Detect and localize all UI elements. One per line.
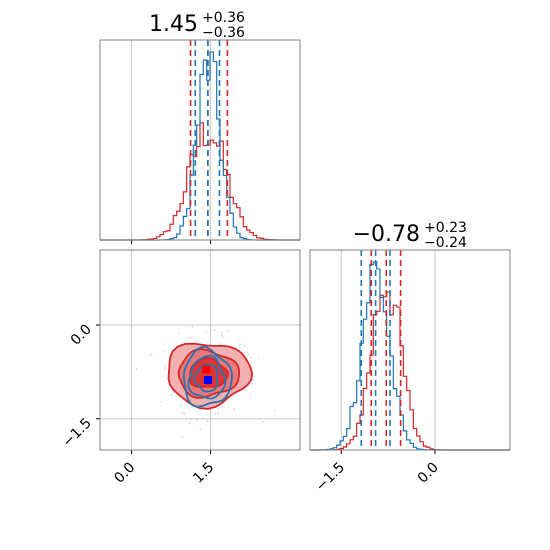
sample-point (248, 353, 250, 356)
sample-point (191, 326, 194, 328)
sample-point (222, 336, 225, 339)
title-param1: 1.45 (149, 12, 198, 37)
histogram-param1 (99, 39, 301, 244)
sample-point (252, 379, 255, 381)
title-param2-minus: −0.24 (424, 235, 467, 251)
joint-panel: 0.0 1.5 −1.5 0.0 (59, 249, 301, 487)
title-param1-plus: +0.36 (202, 10, 245, 26)
sample-point (188, 422, 191, 424)
blue-marker (203, 376, 212, 384)
hist-red-series (100, 122, 300, 241)
red-marker (202, 365, 211, 374)
sample-point (208, 343, 211, 346)
sample-point (172, 391, 175, 393)
title-param1-minus: −0.36 (202, 25, 245, 41)
y-tick-label: −1.5 (59, 415, 94, 450)
sample-point (180, 404, 183, 407)
sample-point (178, 332, 180, 335)
sample-point (190, 418, 192, 421)
panel-frame (99, 39, 301, 241)
sample-point (148, 354, 151, 357)
panel-frame (99, 249, 301, 451)
sample-point (135, 368, 138, 371)
sample-point (249, 396, 252, 399)
hist-blue-series (310, 261, 510, 451)
sample-point (220, 417, 223, 420)
sample-point (274, 410, 276, 412)
sample-point (188, 336, 191, 339)
sample-point (199, 428, 202, 431)
sample-point (162, 350, 165, 353)
sample-point (232, 408, 235, 411)
sample-point (205, 330, 208, 333)
sample-point (150, 352, 153, 355)
sample-point (214, 413, 217, 416)
sample-point (262, 420, 265, 423)
histogram-param2: −1.5 0.0 (309, 249, 511, 495)
sample-point (220, 331, 223, 334)
sample-point (221, 334, 224, 337)
x-tick-label: 0.0 (111, 460, 138, 487)
sample-point (239, 343, 242, 346)
sample-point (217, 412, 220, 414)
sample-point (217, 407, 220, 410)
x-tick-label: 1.5 (190, 460, 217, 487)
sample-point (195, 418, 198, 421)
sample-point (181, 436, 184, 439)
sample-point (195, 340, 198, 343)
title-param2: −0.78 (353, 222, 420, 247)
sample-point (164, 365, 167, 368)
sample-point (181, 412, 184, 415)
y-tick-label: 0.0 (68, 322, 95, 349)
sample-point (160, 400, 162, 403)
sample-point (244, 345, 246, 348)
blue-contour (187, 354, 227, 400)
sample-point (226, 329, 229, 332)
sample-point (250, 356, 253, 359)
x-tick-label: −1.5 (313, 460, 348, 495)
blue-contour (183, 345, 233, 408)
sample-point (206, 420, 209, 422)
sample-point (251, 382, 254, 385)
x-tick-label: 0.0 (415, 460, 442, 487)
hist-red-series (310, 291, 510, 451)
sample-point (258, 357, 261, 360)
sample-point (213, 329, 216, 332)
sample-point (164, 368, 167, 370)
sample-point (221, 405, 224, 408)
blue-contour (193, 363, 219, 393)
sample-point (170, 393, 173, 396)
sample-point (191, 336, 193, 339)
sample-point (183, 412, 186, 415)
panel-frame (309, 249, 511, 451)
title-param2-plus: +0.23 (424, 220, 467, 236)
